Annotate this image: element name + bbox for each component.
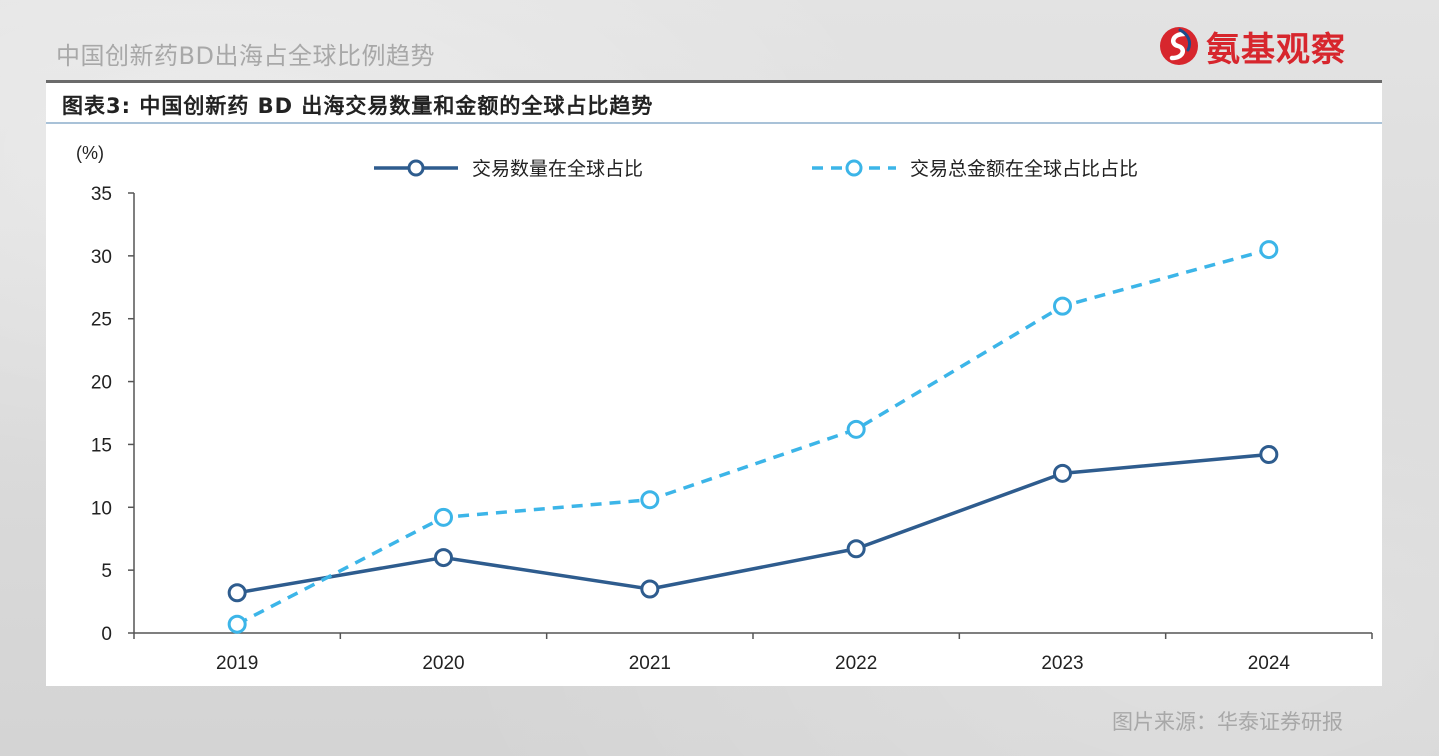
series-1-point xyxy=(846,539,866,559)
y-tick-label: 25 xyxy=(91,310,112,331)
x-tick-label: 2019 xyxy=(216,653,258,674)
y-tick-label: 0 xyxy=(101,624,112,645)
series-1-point xyxy=(640,579,660,599)
series-1-point xyxy=(1259,444,1279,464)
legend-marker-2 xyxy=(845,159,863,177)
series-2-point xyxy=(1259,240,1279,260)
x-tick-label: 2023 xyxy=(1041,653,1083,674)
series-2-point xyxy=(434,507,453,527)
x-tick-label: 2021 xyxy=(629,653,671,674)
x-tick-label: 2020 xyxy=(422,653,464,674)
series-2-point xyxy=(640,490,660,510)
series-1-point xyxy=(1053,463,1072,483)
y-tick-label: 15 xyxy=(91,435,112,456)
y-tick-label: 35 xyxy=(91,184,112,205)
series-line-1 xyxy=(236,452,1269,595)
y-tick-label: 5 xyxy=(101,561,112,582)
page-title: 中国创新药BD出海占全球比例趋势 xyxy=(56,42,435,70)
series-2-point xyxy=(1053,296,1072,316)
series-1-point xyxy=(434,548,453,568)
y-tick-label: 30 xyxy=(91,247,112,268)
legend-label-1: 交易数量在全球占比 xyxy=(472,158,643,180)
y-tick-label: 20 xyxy=(91,373,112,394)
y-tick-label: 10 xyxy=(91,498,112,519)
legend-label-2: 交易总金额在全球占比占比 xyxy=(910,158,1138,180)
series-1-point xyxy=(227,583,247,603)
x-tick-label: 2024 xyxy=(1248,653,1291,674)
x-tick-label: 2022 xyxy=(835,653,877,674)
logo-text: 氨基观察 xyxy=(1206,29,1346,70)
source-note: 图片来源：华泰证券研报 xyxy=(1112,710,1343,734)
y-axis-label: (%) xyxy=(76,143,104,163)
logo-mark-icon xyxy=(1160,27,1198,65)
legend-marker-1 xyxy=(407,159,425,177)
line-chart: 0 5 10 15 20 25 30 35 (%) 2019 2020 2021 2022 2023 202… xyxy=(76,143,1373,674)
series-2-point xyxy=(227,614,247,634)
chart-panel: 图表3: 中国创新药 BD 出海交易数量和金额的全球占比趋势 0 5 10 15 20 2… xyxy=(46,80,1382,686)
brand-logo: 氨基观察 xyxy=(1158,22,1346,70)
series-line-2 xyxy=(236,247,1270,626)
figure-title: 图表3: 中国创新药 BD 出海交易数量和金额的全球占比趋势 xyxy=(62,94,654,118)
panel-top-rule xyxy=(46,80,1382,83)
series-2-point xyxy=(846,419,866,439)
figure-title-rule xyxy=(46,122,1382,124)
